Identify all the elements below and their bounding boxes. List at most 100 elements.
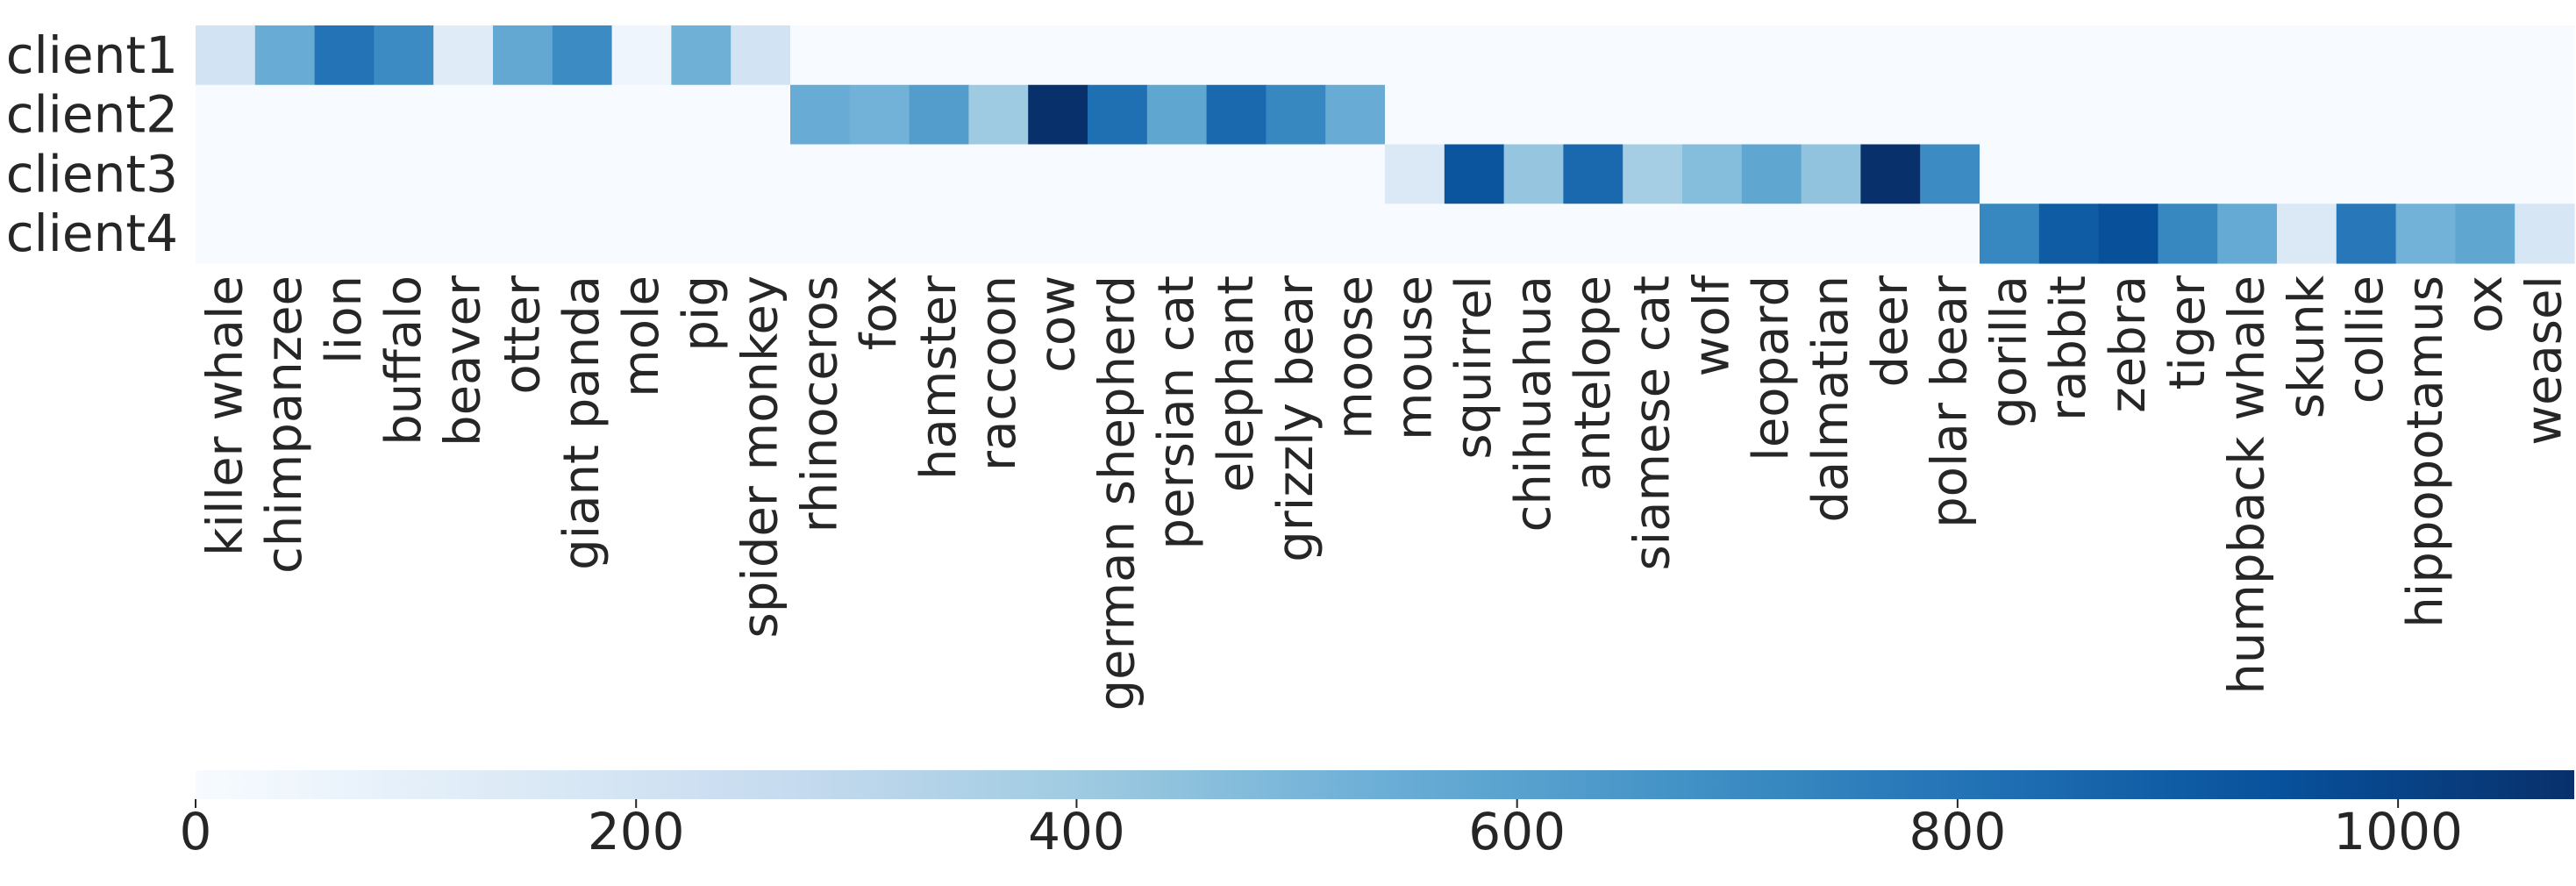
column-label: rhinoceros bbox=[791, 275, 848, 532]
heatmap-cell bbox=[433, 25, 494, 86]
heatmap-cell bbox=[1385, 84, 1445, 146]
heatmap-cell bbox=[2217, 144, 2278, 204]
heatmap-cell bbox=[1385, 204, 1445, 264]
heatmap-cell bbox=[374, 84, 434, 146]
heatmap-cell bbox=[196, 25, 256, 86]
heatmap-cell bbox=[1860, 204, 1921, 264]
heatmap-cell bbox=[1623, 144, 1683, 204]
heatmap-cell bbox=[790, 25, 851, 86]
heatmap-cell bbox=[2038, 144, 2100, 204]
column-label: elephant bbox=[1208, 275, 1265, 492]
heatmap-cell bbox=[1088, 144, 1148, 204]
heatmap-cell bbox=[1563, 144, 1623, 204]
heatmap-cell bbox=[968, 204, 1029, 264]
heatmap-cell bbox=[493, 144, 553, 204]
column-label: siamese cat bbox=[1624, 275, 1681, 571]
heatmap-cell bbox=[2217, 84, 2278, 146]
heatmap-cell bbox=[909, 204, 969, 264]
heatmap-cell bbox=[909, 144, 969, 204]
column-label: hamster bbox=[910, 275, 967, 480]
heatmap-cell bbox=[493, 204, 553, 264]
heatmap-cell bbox=[1206, 204, 1267, 264]
heatmap-cell bbox=[1444, 84, 1505, 146]
heatmap-cell bbox=[552, 144, 613, 204]
heatmap-cell bbox=[1563, 25, 1623, 86]
heatmap-cell bbox=[671, 25, 731, 86]
heatmap-cell bbox=[2395, 25, 2456, 86]
row-label: client1 bbox=[6, 25, 178, 85]
heatmap-cell bbox=[1028, 144, 1088, 204]
heatmap-cell bbox=[2098, 144, 2159, 204]
heatmap-cell bbox=[552, 25, 613, 86]
heatmap-cell bbox=[849, 204, 910, 264]
column-label: ox bbox=[2457, 275, 2514, 333]
column-label: beaver bbox=[435, 275, 492, 447]
heatmap-cell bbox=[968, 144, 1029, 204]
column-label: rabbit bbox=[2040, 275, 2097, 421]
heatmap-cell bbox=[1682, 204, 1743, 264]
column-label: tiger bbox=[2159, 275, 2216, 390]
column-label: lion bbox=[316, 275, 373, 364]
heatmap-cell bbox=[1325, 84, 1386, 146]
heatmap-cell bbox=[1385, 144, 1445, 204]
column-label: collie bbox=[2337, 275, 2394, 404]
row-label: client3 bbox=[6, 144, 178, 204]
column-label: wolf bbox=[1683, 275, 1740, 377]
heatmap-cell bbox=[433, 84, 494, 146]
row-label: client2 bbox=[6, 85, 178, 145]
heatmap-cell bbox=[2455, 25, 2515, 86]
heatmap-cell bbox=[196, 204, 256, 264]
heatmap-cell bbox=[493, 25, 553, 86]
heatmap-cell bbox=[196, 84, 256, 146]
heatmap-cell bbox=[314, 25, 375, 86]
heatmap-cell bbox=[611, 144, 672, 204]
heatmap-cell bbox=[1682, 144, 1743, 204]
heatmap-cell bbox=[2455, 84, 2515, 146]
heatmap-cell bbox=[909, 25, 969, 86]
heatmap-cell bbox=[849, 144, 910, 204]
column-label: dalmatian bbox=[1802, 275, 1859, 523]
heatmap-cell bbox=[2336, 25, 2397, 86]
heatmap-cell bbox=[2217, 25, 2278, 86]
colorbar-tick-label: 800 bbox=[1909, 802, 2007, 861]
heatmap-cell bbox=[1266, 84, 1326, 146]
heatmap-cell bbox=[1623, 84, 1683, 146]
heatmap-cell bbox=[1623, 204, 1683, 264]
heatmap-cell bbox=[1503, 144, 1564, 204]
heatmap-cell bbox=[1682, 25, 1743, 86]
heatmap-cell bbox=[1266, 25, 1326, 86]
column-label: antelope bbox=[1565, 275, 1622, 491]
column-label: zebra bbox=[2100, 275, 2157, 413]
heatmap-cell bbox=[2158, 84, 2218, 146]
column-label: skunk bbox=[2278, 275, 2335, 418]
heatmap-cell bbox=[2158, 25, 2218, 86]
heatmap-cell bbox=[909, 84, 969, 146]
heatmap-cell bbox=[968, 25, 1029, 86]
heatmap-cell bbox=[611, 204, 672, 264]
column-label: leopard bbox=[1743, 275, 1800, 461]
heatmap-cell bbox=[671, 204, 731, 264]
heatmap-cell bbox=[314, 144, 375, 204]
heatmap-cell bbox=[1444, 144, 1505, 204]
heatmap-cell bbox=[731, 84, 791, 146]
heatmap-cell bbox=[1444, 204, 1505, 264]
heatmap-cell bbox=[1741, 204, 1802, 264]
column-labels: killer whale chimpanzee lion buffalo beaver o… bbox=[196, 275, 2572, 711]
heatmap-cell bbox=[2515, 144, 2575, 204]
heatmap-cell bbox=[1741, 25, 1802, 86]
heatmap-cell bbox=[2515, 204, 2575, 264]
heatmap-cell bbox=[1860, 84, 1921, 146]
heatmap-cell bbox=[671, 84, 731, 146]
heatmap-cell bbox=[1801, 144, 1861, 204]
heatmap-cell bbox=[314, 84, 375, 146]
column-label: chihuahua bbox=[1505, 275, 1562, 532]
heatmap-cell bbox=[254, 25, 316, 86]
colorbar-tick-label: 400 bbox=[1028, 802, 1125, 861]
heatmap-cell bbox=[1266, 144, 1326, 204]
heatmap-cell bbox=[2277, 204, 2337, 264]
heatmap-cell bbox=[731, 144, 791, 204]
heatmap-cell bbox=[849, 84, 910, 146]
heatmap-cell bbox=[1146, 144, 1208, 204]
column-label: mole bbox=[613, 275, 670, 397]
